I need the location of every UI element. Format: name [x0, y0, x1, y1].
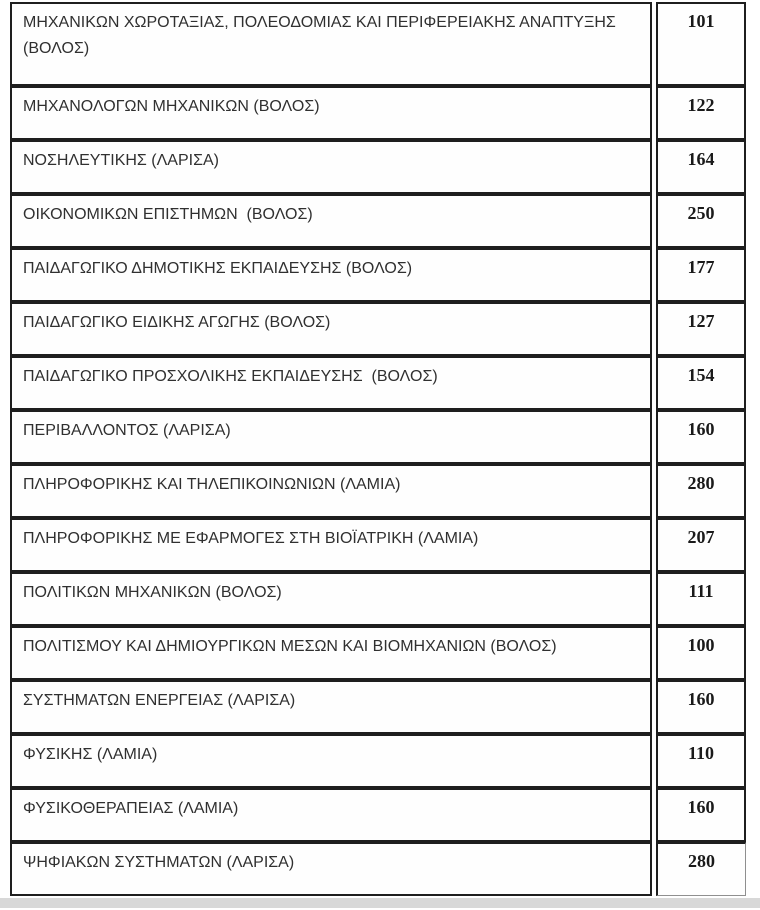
department-name-cell: ΝΟΣΗΛΕΥΤΙΚΗΣ (ΛΑΡΙΣΑ)	[10, 140, 652, 194]
table-row: ΠΑΙΔΑΓΩΓΙΚΟ ΔΗΜΟΤΙΚΗΣ ΕΚΠΑΙΔΕΥΣΗΣ (ΒΟΛΟΣ…	[10, 248, 746, 302]
department-name-cell: ΠΑΙΔΑΓΩΓΙΚΟ ΔΗΜΟΤΙΚΗΣ ΕΚΠΑΙΔΕΥΣΗΣ (ΒΟΛΟΣ…	[10, 248, 652, 302]
positions-value-cell: 160	[656, 680, 746, 734]
positions-value-cell: 280	[656, 464, 746, 518]
department-name-cell: ΠΑΙΔΑΓΩΓΙΚΟ ΕΙΔΙΚΗΣ ΑΓΩΓΗΣ (ΒΟΛΟΣ)	[10, 302, 652, 356]
table-row: ΠΑΙΔΑΓΩΓΙΚΟ ΕΙΔΙΚΗΣ ΑΓΩΓΗΣ (ΒΟΛΟΣ) 127	[10, 302, 746, 356]
positions-value-cell: 160	[656, 788, 746, 842]
table-row: ΠΑΙΔΑΓΩΓΙΚΟ ΠΡΟΣΧΟΛΙΚΗΣ ΕΚΠΑΙΔΕΥΣΗΣ (ΒΟΛ…	[10, 356, 746, 410]
table-row: ΝΟΣΗΛΕΥΤΙΚΗΣ (ΛΑΡΙΣΑ) 164	[10, 140, 746, 194]
positions-value-cell: 110	[656, 734, 746, 788]
department-name-cell: ΠΛΗΡΟΦΟΡΙΚΗΣ ΜΕ ΕΦΑΡΜΟΓΕΣ ΣΤΗ ΒΙΟΪΑΤΡΙΚΗ…	[10, 518, 652, 572]
positions-value-cell: 207	[656, 518, 746, 572]
department-name-cell: ΦΥΣΙΚΗΣ (ΛΑΜΙΑ)	[10, 734, 652, 788]
department-name-cell: ΣΥΣΤΗΜΑΤΩΝ ΕΝΕΡΓΕΙΑΣ (ΛΑΡΙΣΑ)	[10, 680, 652, 734]
department-name-cell: ΜΗΧΑΝΙΚΩΝ ΧΩΡΟΤΑΞΙΑΣ, ΠΟΛΕΟΔΟΜΙΑΣ ΚΑΙ ΠΕ…	[10, 2, 652, 86]
department-name-cell: ΠΛΗΡΟΦΟΡΙΚΗΣ ΚΑΙ ΤΗΛΕΠΙΚΟΙΝΩΝΙΩΝ (ΛΑΜΙΑ)	[10, 464, 652, 518]
positions-value-cell: 164	[656, 140, 746, 194]
positions-value-cell: 280	[656, 842, 746, 896]
table-row: ΦΥΣΙΚΗΣ (ΛΑΜΙΑ) 110	[10, 734, 746, 788]
page-bottom-strip	[0, 898, 760, 908]
table-row: ΠΛΗΡΟΦΟΡΙΚΗΣ ΚΑΙ ΤΗΛΕΠΙΚΟΙΝΩΝΙΩΝ (ΛΑΜΙΑ)…	[10, 464, 746, 518]
positions-value-cell: 100	[656, 626, 746, 680]
table-row: ΣΥΣΤΗΜΑΤΩΝ ΕΝΕΡΓΕΙΑΣ (ΛΑΡΙΣΑ) 160	[10, 680, 746, 734]
department-name-cell: ΠΕΡΙΒΑΛΛΟΝΤΟΣ (ΛΑΡΙΣΑ)	[10, 410, 652, 464]
positions-value-cell: 154	[656, 356, 746, 410]
departments-table: ΜΗΧΑΝΙΚΩΝ ΧΩΡΟΤΑΞΙΑΣ, ΠΟΛΕΟΔΟΜΙΑΣ ΚΑΙ ΠΕ…	[10, 2, 746, 896]
department-name-cell: ΨΗΦΙΑΚΩΝ ΣΥΣΤΗΜΑΤΩΝ (ΛΑΡΙΣΑ)	[10, 842, 652, 896]
positions-value-cell: 127	[656, 302, 746, 356]
positions-value-cell: 101	[656, 2, 746, 86]
table-row: ΜΗΧΑΝΙΚΩΝ ΧΩΡΟΤΑΞΙΑΣ, ΠΟΛΕΟΔΟΜΙΑΣ ΚΑΙ ΠΕ…	[10, 2, 746, 86]
positions-value-cell: 111	[656, 572, 746, 626]
table-row: ΦΥΣΙΚΟΘΕΡΑΠΕΙΑΣ (ΛΑΜΙΑ) 160	[10, 788, 746, 842]
positions-value-cell: 160	[656, 410, 746, 464]
department-name-cell: ΟΙΚΟΝΟΜΙΚΩΝ ΕΠΙΣΤΗΜΩΝ (ΒΟΛΟΣ)	[10, 194, 652, 248]
department-name-cell: ΠΟΛΙΤΙΚΩΝ ΜΗΧΑΝΙΚΩΝ (ΒΟΛΟΣ)	[10, 572, 652, 626]
table-row: ΨΗΦΙΑΚΩΝ ΣΥΣΤΗΜΑΤΩΝ (ΛΑΡΙΣΑ) 280	[10, 842, 746, 896]
positions-value-cell: 250	[656, 194, 746, 248]
department-name-cell: ΜΗΧΑΝΟΛΟΓΩΝ ΜΗΧΑΝΙΚΩΝ (ΒΟΛΟΣ)	[10, 86, 652, 140]
table-row: ΜΗΧΑΝΟΛΟΓΩΝ ΜΗΧΑΝΙΚΩΝ (ΒΟΛΟΣ) 122	[10, 86, 746, 140]
table-row: ΠΟΛΙΤΙΣΜΟΥ ΚΑΙ ΔΗΜΙΟΥΡΓΙΚΩΝ ΜΕΣΩΝ ΚΑΙ ΒΙ…	[10, 626, 746, 680]
table-row: ΟΙΚΟΝΟΜΙΚΩΝ ΕΠΙΣΤΗΜΩΝ (ΒΟΛΟΣ) 250	[10, 194, 746, 248]
positions-value-cell: 122	[656, 86, 746, 140]
table-row: ΠΛΗΡΟΦΟΡΙΚΗΣ ΜΕ ΕΦΑΡΜΟΓΕΣ ΣΤΗ ΒΙΟΪΑΤΡΙΚΗ…	[10, 518, 746, 572]
table-row: ΠΟΛΙΤΙΚΩΝ ΜΗΧΑΝΙΚΩΝ (ΒΟΛΟΣ) 111	[10, 572, 746, 626]
table-row: ΠΕΡΙΒΑΛΛΟΝΤΟΣ (ΛΑΡΙΣΑ) 160	[10, 410, 746, 464]
department-name-cell: ΠΟΛΙΤΙΣΜΟΥ ΚΑΙ ΔΗΜΙΟΥΡΓΙΚΩΝ ΜΕΣΩΝ ΚΑΙ ΒΙ…	[10, 626, 652, 680]
positions-value-cell: 177	[656, 248, 746, 302]
department-name-cell: ΠΑΙΔΑΓΩΓΙΚΟ ΠΡΟΣΧΟΛΙΚΗΣ ΕΚΠΑΙΔΕΥΣΗΣ (ΒΟΛ…	[10, 356, 652, 410]
department-name-cell: ΦΥΣΙΚΟΘΕΡΑΠΕΙΑΣ (ΛΑΜΙΑ)	[10, 788, 652, 842]
